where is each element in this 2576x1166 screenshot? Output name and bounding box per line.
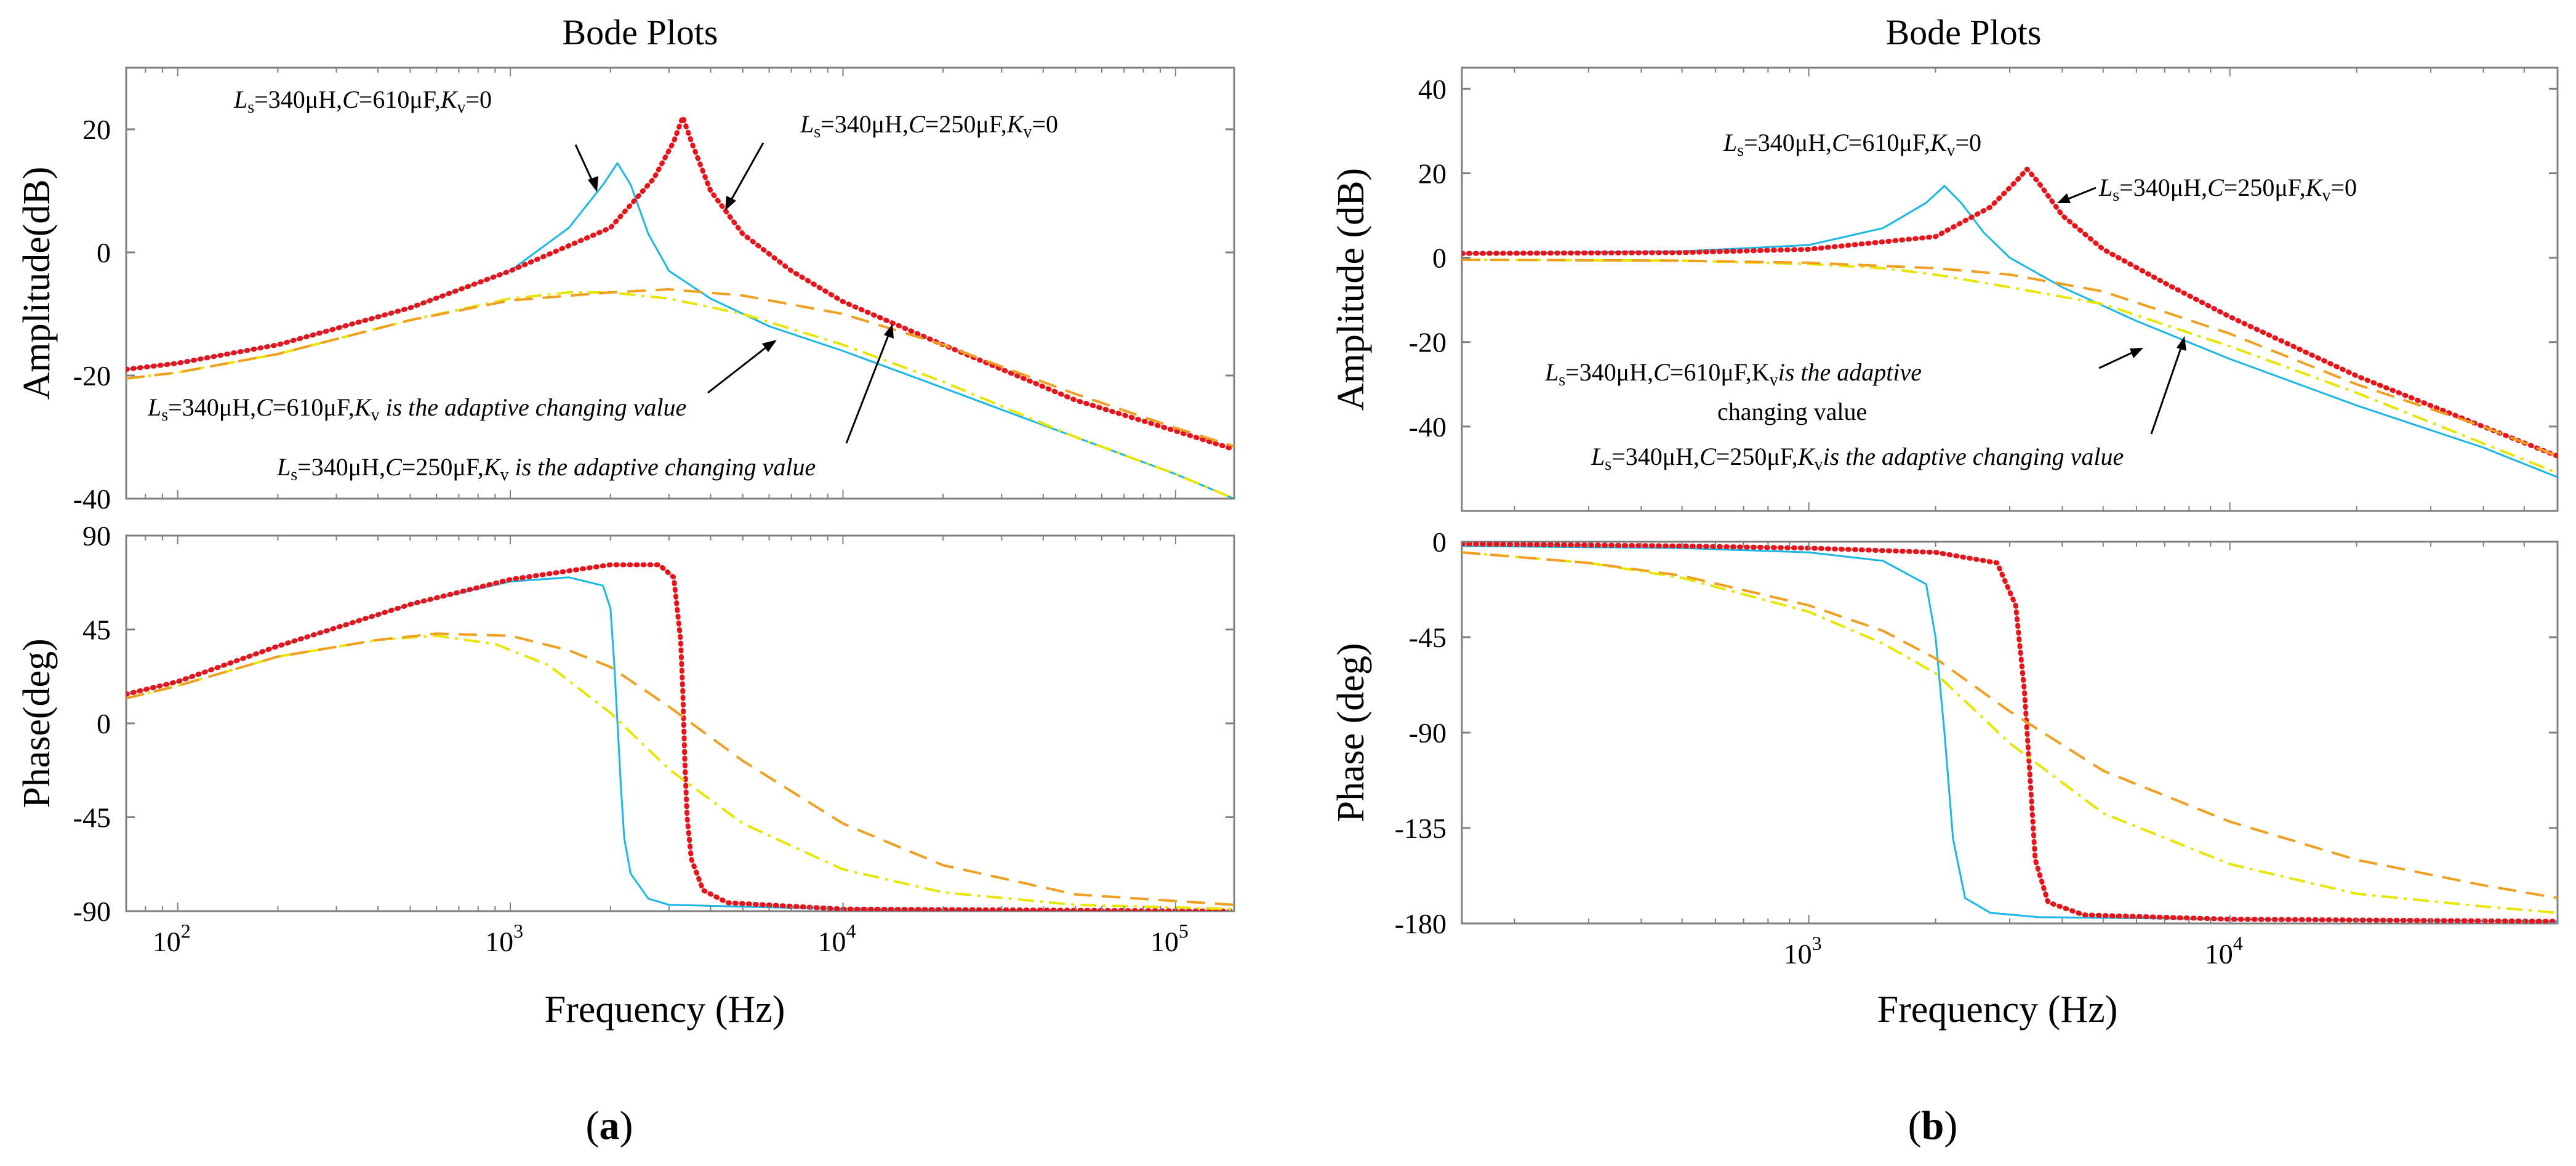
panel-b-mag-ylabel: Amplitude (dB) bbox=[1330, 168, 1372, 411]
svg-text:Ls=340μH,C=610μF,Kv=0: Ls=340μH,C=610μF,Kv=0 bbox=[233, 86, 492, 117]
panel-a-annotation-red: Ls=340μH,C=250μF,Kv=0 bbox=[725, 110, 1058, 211]
panel-b-mag-series-2 bbox=[1462, 259, 2558, 475]
panel-b-mag-ytick-label: 40 bbox=[1418, 73, 1446, 105]
panel-b-mag-series-1 bbox=[1462, 166, 2558, 459]
panel-a-annotation-yellow: Ls=340μH,C=610μF,Kv is the adaptive chan… bbox=[147, 340, 777, 425]
panel-a-xtick-label: 102 bbox=[153, 920, 191, 957]
panel-a-phase-series-1 bbox=[126, 562, 1234, 911]
panel-a-phase-plot bbox=[126, 562, 1234, 911]
panel-b: Bode Plots -40 -20 0 20 40 Amplitude (dB) Ls… bbox=[1330, 12, 2559, 1148]
panel-b-phase-series-0 bbox=[1462, 545, 2558, 923]
panel-a-mag-plot bbox=[126, 115, 1234, 499]
panel-b-phase-ytick-label: -135 bbox=[1395, 813, 1446, 844]
panel-b-annotation-blue: Ls=340μH,C=610μF,Kv=0 bbox=[1723, 129, 1981, 160]
panel-b-mag-ytick-label: 0 bbox=[1432, 243, 1446, 274]
panel-a-xtick-label: 105 bbox=[1150, 920, 1189, 957]
panel-b-phase-ytick-label: 0 bbox=[1432, 526, 1446, 558]
panel-a-phase-ytick-label: -90 bbox=[73, 896, 111, 927]
panel-a-phase-ytick-label: 0 bbox=[97, 708, 111, 739]
svg-text:changing value: changing value bbox=[1717, 398, 1867, 425]
svg-text:Ls=340μH,C=250μF,Kv is the ada: Ls=340μH,C=250μF,Kv is the adaptive chan… bbox=[276, 453, 816, 484]
svg-text:Ls=340μH,C=610μF,Kv=0: Ls=340μH,C=610μF,Kv=0 bbox=[1723, 129, 1981, 160]
panel-b-xtick-label: 104 bbox=[2205, 932, 2243, 970]
panel-b-mag-ytick-label: -20 bbox=[1409, 327, 1446, 358]
panel-b-mag-yticks: -40 -20 0 20 40 bbox=[1409, 68, 2558, 511]
panel-b-xtick-label: 103 bbox=[1784, 932, 1822, 970]
caption-a: (a) bbox=[586, 1103, 633, 1148]
panel-b-title: Bode Plots bbox=[1886, 12, 2042, 52]
panel-a: Bode Plots -40 -20 0 20 Amplitude(dB) Ls=34… bbox=[16, 12, 1235, 1148]
svg-text:Ls=340μH,C=250μF,Kv=0: Ls=340μH,C=250μF,Kv=0 bbox=[800, 110, 1058, 142]
panel-a-mag-yticks: -40 -20 0 20 bbox=[73, 68, 1234, 515]
panel-b-phase-series-3 bbox=[1462, 551, 2558, 899]
panel-b-mag-series-3 bbox=[1462, 259, 2558, 457]
panel-b-phase-ytick-label: -90 bbox=[1409, 717, 1446, 749]
panel-b-phase-ytick-label: -180 bbox=[1395, 908, 1446, 939]
panel-a-phase-ytick-label: 90 bbox=[82, 520, 111, 552]
panel-a-mag-ytick-label: -20 bbox=[73, 360, 111, 392]
panel-a-annotation-blue: Ls=340μH,C=610μF,Kv=0 bbox=[233, 86, 598, 192]
panel-a-mag-ytick-label: 0 bbox=[97, 237, 111, 268]
panel-a-phase-series-2 bbox=[126, 634, 1234, 911]
panel-a-annotation-orange: Ls=340μH,C=250μF,Kv is the adaptive chan… bbox=[276, 324, 894, 484]
panel-a-xticks: 102 103 104 105 bbox=[153, 920, 1189, 957]
panel-b-annotation-yellow: Ls=340μH,C=610μF,Kvis the adaptive chang… bbox=[1544, 348, 2143, 425]
svg-text:Ls=340μH,C=250μF,Kvis the adap: Ls=340μH,C=250μF,Kvis the adaptive chang… bbox=[1591, 443, 2124, 474]
panel-a-title: Bode Plots bbox=[563, 12, 718, 52]
panel-a-phase-series-3 bbox=[126, 632, 1234, 906]
panel-b-mag-ytick-label: 20 bbox=[1418, 158, 1446, 189]
panel-b-annotation-orange: Ls=340μH,C=250μF,Kvis the adaptive chang… bbox=[1591, 336, 2186, 474]
panel-a-phase-yticks: -90 -45 0 45 90 bbox=[73, 520, 1234, 927]
panel-a-mag-series-0 bbox=[126, 162, 1234, 499]
panel-a-phase-ylabel: Phase(deg) bbox=[16, 638, 58, 808]
panel-b-phase-series-2 bbox=[1462, 551, 2558, 914]
panel-b-mag-plot bbox=[1462, 166, 2558, 478]
panel-a-mag-series-3 bbox=[126, 288, 1234, 448]
panel-b-phase-plot bbox=[1462, 542, 2558, 923]
svg-text:Ls=340μH,C=250μF,Kv=0: Ls=340μH,C=250μF,Kv=0 bbox=[2098, 174, 2357, 205]
caption-b: (b) bbox=[1908, 1103, 1958, 1148]
panel-b-phase-yticks: -180 -135 -90 -45 0 bbox=[1395, 526, 2558, 939]
panel-b-mag-ytick-label: -40 bbox=[1409, 411, 1446, 443]
panel-a-phase-axes bbox=[125, 534, 1235, 912]
svg-text:Ls=340μH,C=610μF,Kvis the adap: Ls=340μH,C=610μF,Kvis the adaptive bbox=[1544, 358, 1922, 390]
panel-a-mag-ytick-label: -40 bbox=[73, 483, 111, 515]
panel-a-mag-ylabel: Amplitude(dB) bbox=[16, 167, 58, 400]
panel-a-phase-ytick-label: 45 bbox=[82, 614, 111, 646]
panel-a-mag-ytick-label: 20 bbox=[82, 114, 111, 145]
panel-b-annotation-red: Ls=340μH,C=250μF,Kv=0 bbox=[2057, 174, 2357, 205]
panel-a-xtick-label: 104 bbox=[817, 920, 856, 957]
panel-b-phase-ylabel: Phase (deg) bbox=[1330, 643, 1372, 822]
panel-b-phase-series-1 bbox=[1462, 542, 2558, 923]
panel-a-mag-axes bbox=[125, 66, 1235, 500]
panel-a-phase-ytick-label: -45 bbox=[73, 802, 111, 834]
panel-b-mag-series-0 bbox=[1462, 185, 2558, 478]
panel-a-xtick-label: 103 bbox=[485, 920, 523, 957]
panel-b-xlabel: Frequency (Hz) bbox=[1877, 989, 2118, 1031]
svg-text:Ls=340μH,C=610μF,Kv is the ada: Ls=340μH,C=610μF,Kv is the adaptive chan… bbox=[147, 393, 686, 425]
panel-b-phase-ytick-label: -45 bbox=[1409, 622, 1446, 653]
panel-b-xticks: 103 104 bbox=[1784, 932, 2243, 970]
panel-a-xlabel: Frequency (Hz) bbox=[545, 989, 785, 1031]
